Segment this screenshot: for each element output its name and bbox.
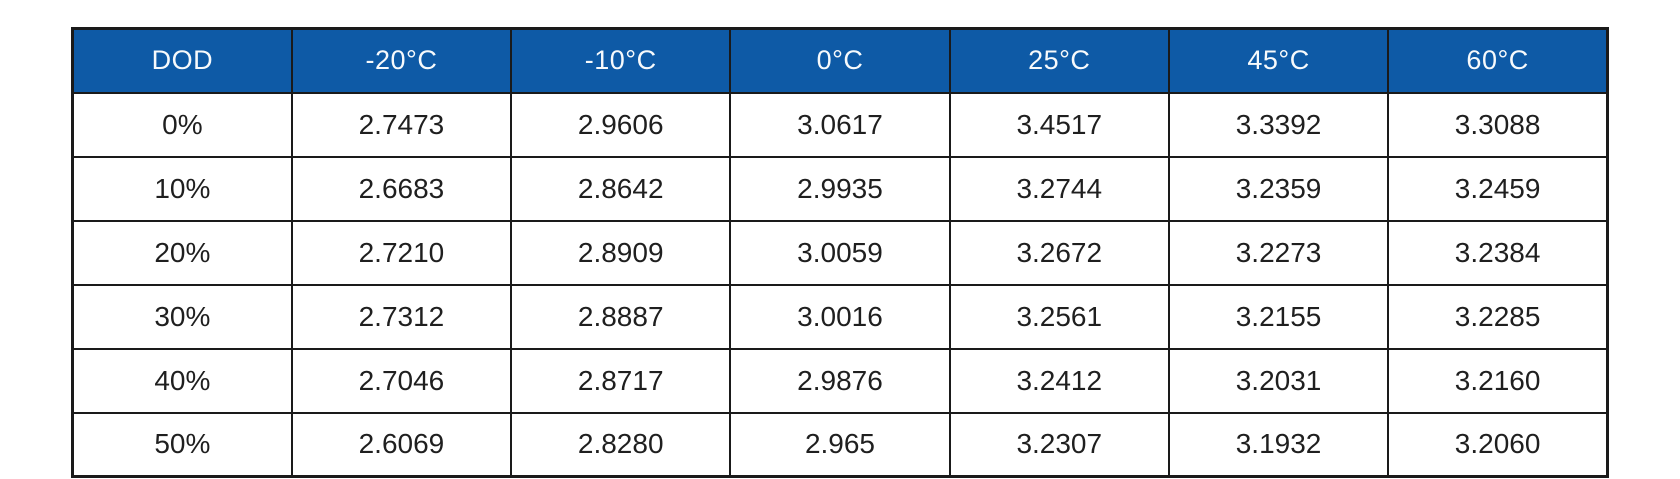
- dod-cell: 30%: [71, 283, 293, 350]
- dod-cell: 0%: [71, 91, 293, 158]
- value-cell: 3.2273: [1167, 219, 1390, 286]
- value-cell: 3.2384: [1387, 219, 1609, 286]
- value-cell: 3.2412: [948, 347, 1170, 414]
- value-cell: 2.9606: [510, 91, 732, 158]
- value-cell: 2.7046: [290, 347, 513, 414]
- value-cell: 3.2744: [948, 155, 1170, 222]
- value-cell: 2.9935: [729, 155, 951, 222]
- table-row: 50% 2.6069 2.8280 2.965 3.2307 3.1932 3.2060: [71, 411, 1609, 478]
- value-cell: 2.8909: [510, 219, 732, 286]
- table-row: 0% 2.7473 2.9606 3.0617 3.4517 3.3392 3.3088: [71, 91, 1609, 158]
- value-cell: 3.2160: [1387, 347, 1609, 414]
- value-cell: 3.2155: [1167, 283, 1390, 350]
- value-cell: 3.3088: [1387, 91, 1609, 158]
- value-cell: 3.1932: [1167, 411, 1390, 478]
- header-cell: -10°C: [510, 27, 732, 94]
- value-cell: 2.6683: [290, 155, 513, 222]
- value-cell: 2.8717: [510, 347, 732, 414]
- value-cell: 2.965: [729, 411, 951, 478]
- dod-cell: 50%: [71, 411, 293, 478]
- value-cell: 2.9876: [729, 347, 951, 414]
- table-row: 30% 2.7312 2.8887 3.0016 3.2561 3.2155 3.2285: [71, 283, 1609, 350]
- value-cell: 3.2459: [1387, 155, 1609, 222]
- header-cell: -20°C: [290, 27, 513, 94]
- dod-cell: 40%: [71, 347, 293, 414]
- header-cell: DOD: [71, 27, 293, 94]
- dod-cell: 10%: [71, 155, 293, 222]
- value-cell: 3.3392: [1167, 91, 1390, 158]
- header-cell: 25°C: [948, 27, 1170, 94]
- table-header-row: DOD -20°C -10°C 0°C 25°C 45°C 60°C: [71, 27, 1609, 94]
- value-cell: 2.8280: [510, 411, 732, 478]
- table-row: 10% 2.6683 2.8642 2.9935 3.2744 3.2359 3.2459: [71, 155, 1609, 222]
- table-row: 40% 2.7046 2.8717 2.9876 3.2412 3.2031 3.2160: [71, 347, 1609, 414]
- header-cell: 45°C: [1167, 27, 1390, 94]
- value-cell: 2.6069: [290, 411, 513, 478]
- value-cell: 3.2060: [1387, 411, 1609, 478]
- value-cell: 2.7312: [290, 283, 513, 350]
- value-cell: 2.7473: [290, 91, 513, 158]
- dod-cell: 20%: [71, 219, 293, 286]
- table-body: 0% 2.7473 2.9606 3.0617 3.4517 3.3392 3.3088 10…: [71, 91, 1609, 478]
- header-cell: 60°C: [1387, 27, 1609, 94]
- value-cell: 3.0059: [729, 219, 951, 286]
- header-cell: 0°C: [729, 27, 951, 94]
- value-cell: 2.7210: [290, 219, 513, 286]
- value-cell: 3.2672: [948, 219, 1170, 286]
- value-cell: 3.2307: [948, 411, 1170, 478]
- value-cell: 3.0617: [729, 91, 951, 158]
- value-cell: 2.8642: [510, 155, 732, 222]
- value-cell: 3.2031: [1167, 347, 1390, 414]
- value-cell: 3.2561: [948, 283, 1170, 350]
- value-cell: 3.0016: [729, 283, 951, 350]
- value-cell: 3.2359: [1167, 155, 1390, 222]
- dod-temperature-table: DOD -20°C -10°C 0°C 25°C 45°C 60°C 0% 2.7473 2.9…: [71, 27, 1609, 478]
- value-cell: 3.4517: [948, 91, 1170, 158]
- value-cell: 2.8887: [510, 283, 732, 350]
- value-cell: 3.2285: [1387, 283, 1609, 350]
- table-row: 20% 2.7210 2.8909 3.0059 3.2672 3.2273 3.2384: [71, 219, 1609, 286]
